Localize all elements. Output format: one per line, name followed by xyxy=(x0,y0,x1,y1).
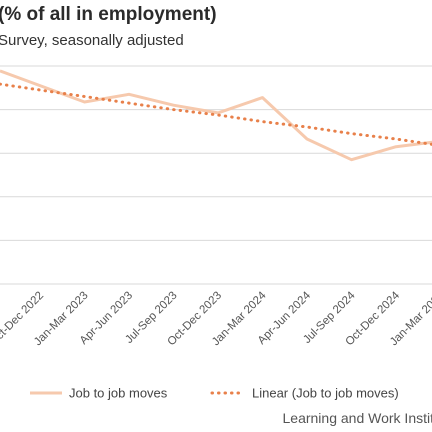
legend: Job to job moves Linear (Job to job move… xyxy=(30,386,399,401)
gridlines xyxy=(0,65,432,285)
legend-label-job-to-job-moves: Job to job moves xyxy=(69,386,168,401)
x-tick-label: 22 xyxy=(0,290,2,308)
chart-title: (% of all in employment) xyxy=(0,4,217,25)
source-note: Learning and Work Instit xyxy=(282,410,432,426)
series-line-job-to-job-moves xyxy=(0,69,432,162)
series-layer xyxy=(0,69,432,162)
legend-label-linear-trend: Linear (Job to job moves) xyxy=(252,386,399,401)
chart-subtitle: Survey, seasonally adjusted xyxy=(0,32,184,49)
series-line-linear-trend xyxy=(0,82,432,146)
